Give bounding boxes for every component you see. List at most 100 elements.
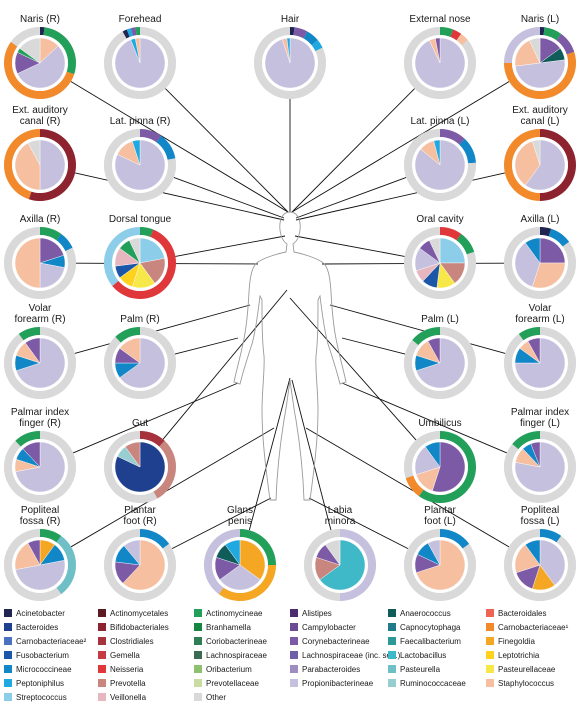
pie-slice-corynebacterineae	[25, 337, 41, 364]
leader-line-naris-l	[291, 81, 510, 213]
legend-item-acinetobacter: Acinetobacter	[4, 609, 65, 619]
leader-line-plantar-foot-r	[171, 497, 272, 550]
pie-slice-corynebacterineae	[539, 237, 566, 264]
donut-volar-forearm-l	[504, 327, 576, 399]
ring-segment-actinomycineae	[115, 327, 140, 343]
site-label-dorsal-tongue: Dorsal tongue	[108, 214, 172, 225]
legend-swatch	[486, 637, 494, 645]
legend: Acinetobacter Bacteroides Carnobacteriacea…	[0, 609, 580, 714]
ring-segment-actinomycineae	[140, 227, 154, 237]
pie-slice-micrococcineae	[525, 237, 541, 264]
legend-item-campylobacter: Campylobacter	[290, 623, 356, 633]
ring-segment-bifidobacteriales	[540, 129, 576, 201]
site-label-external-nose: External nose	[409, 14, 471, 25]
legend-swatch	[98, 623, 106, 631]
donut-popliteal-fossa-r	[4, 529, 77, 601]
ring-segment-actinomycineae	[43, 27, 76, 75]
pie-slice-other	[529, 37, 541, 64]
site-label-lat-pinna-r: Lat. pinna (R)	[109, 116, 171, 127]
legend-item-corynebacterineae: Corynebacterineae	[290, 637, 370, 647]
legend-swatch	[194, 665, 202, 673]
legend-label: Acinetobacter	[16, 609, 65, 618]
ring-segment-propionibacterineae	[340, 529, 376, 601]
legend-item-actinomycineae: Actinomycineae	[194, 609, 262, 619]
legend-label: Lachnospiraceae (inc. sed.)	[302, 651, 401, 660]
legend-label: Leptotrichia	[498, 651, 540, 660]
legend-item-gemella: Gemella	[98, 651, 140, 661]
legend-label: Alistipes	[302, 609, 332, 618]
donut-palmar-index-finger-r	[3, 431, 76, 504]
legend-swatch	[4, 679, 12, 687]
ring-segment-actinomycineae	[440, 27, 454, 37]
pie-slice-finegoldia	[239, 539, 266, 580]
leader-line-popliteal-fossa-l	[305, 427, 510, 548]
legend-swatch	[486, 623, 494, 631]
ring-segment-streptococcus	[103, 227, 140, 286]
leader-line-naris-r	[70, 81, 289, 213]
legend-swatch	[486, 651, 494, 659]
legend-label: Oribacterium	[206, 665, 252, 674]
pie-slice-micrococcineae	[425, 441, 441, 468]
legend-label: Finegoldia	[498, 637, 535, 646]
legend-item-staphylococcus: Staphylococcus	[486, 679, 554, 689]
site-label-plantar-foot-r: Plantar foot (R)	[123, 505, 157, 527]
ring-segment-pasteurella	[56, 535, 77, 595]
ring-segment-actinomycineae	[135, 27, 140, 36]
donut-gut	[103, 431, 176, 504]
legend-item-lachnospiraceae-inc-sed: Lachnospiraceae (inc. sed.)	[290, 651, 400, 661]
legend-label: Anaerococcus	[400, 609, 451, 618]
skin-microbiome-figure	[3, 27, 577, 602]
legend-swatch	[194, 651, 202, 659]
ring-segment-acinetobacter	[122, 29, 130, 39]
legend-item-carnobacteriaceae1: Carnobacteriaceae¹	[486, 623, 568, 633]
legend-swatch	[4, 637, 12, 645]
site-label-axilla-l: Axilla (L)	[520, 214, 560, 225]
legend-swatch	[98, 609, 106, 617]
legend-label: Pasteurellaceae	[498, 665, 556, 674]
legend-item-fusobacterium: Fusobacterium	[4, 651, 69, 661]
ring-segment-other	[304, 529, 340, 601]
ring-segment-corynebacterineae	[140, 129, 162, 143]
legend-label: Corynebacterineae	[302, 637, 370, 646]
legend-item-alistipes: Alistipes	[290, 609, 332, 619]
legend-label: Parabacteroides	[302, 665, 361, 674]
legend-label: Prevotella	[110, 679, 146, 688]
pie-slice-propionibacterineae	[123, 539, 141, 566]
legend-label: Lactobacillus	[400, 651, 447, 660]
leader-line-palmar-index-finger-r	[72, 382, 239, 454]
ring-segment-actinomycineae	[512, 431, 540, 450]
legend-swatch	[4, 665, 12, 673]
ring-segment-carnobacteriaceae1	[3, 41, 75, 99]
ring-segment-actinomycineae	[40, 529, 62, 543]
ring-segment-neisseria	[440, 227, 462, 241]
legend-item-clostridiales: Clostridiales	[98, 637, 154, 647]
legend-swatch	[194, 693, 202, 701]
pie-slice-staphylococcus	[135, 37, 141, 64]
legend-label: Carnobacteriaceae²	[16, 637, 87, 646]
donut-glans-penis	[204, 529, 276, 602]
ring-segment-acinetobacter	[290, 27, 295, 36]
ring-segment-other	[10, 27, 40, 47]
site-label-plantar-foot-l: Plantar foot (L)	[424, 505, 456, 527]
legend-swatch	[98, 665, 106, 673]
legend-label: Bacteroidales	[498, 609, 547, 618]
site-label-gut: Gut	[131, 418, 149, 429]
legend-swatch	[194, 679, 202, 687]
legend-swatch	[4, 693, 12, 701]
legend-swatch	[4, 651, 12, 659]
site-label-glans-penis: Glans penis	[226, 505, 254, 527]
donut-axilla-r	[4, 227, 77, 300]
legend-item-prevotellaceae: Prevotellaceae	[194, 679, 259, 689]
pie-slice-propionibacterineae	[39, 262, 65, 289]
legend-item-pasteurella: Pasteurella	[388, 665, 440, 675]
pie-slice-staphylococcus	[14, 142, 41, 191]
legend-label: Branhamella	[206, 623, 251, 632]
ring-segment-micrococcineae	[459, 138, 476, 164]
pie-slice-corynebacterineae	[527, 337, 541, 364]
legend-item-finegoldia: Finegoldia	[486, 637, 535, 647]
site-label-palmar-index-finger-r: Palmar index finger (R)	[10, 407, 70, 429]
leader-line-popliteal-fossa-r	[70, 427, 275, 548]
legend-label: Capnocytophaga	[400, 623, 461, 632]
donut-volar-forearm-r	[4, 327, 77, 399]
legend-item-neisseria: Neisseria	[98, 665, 143, 675]
